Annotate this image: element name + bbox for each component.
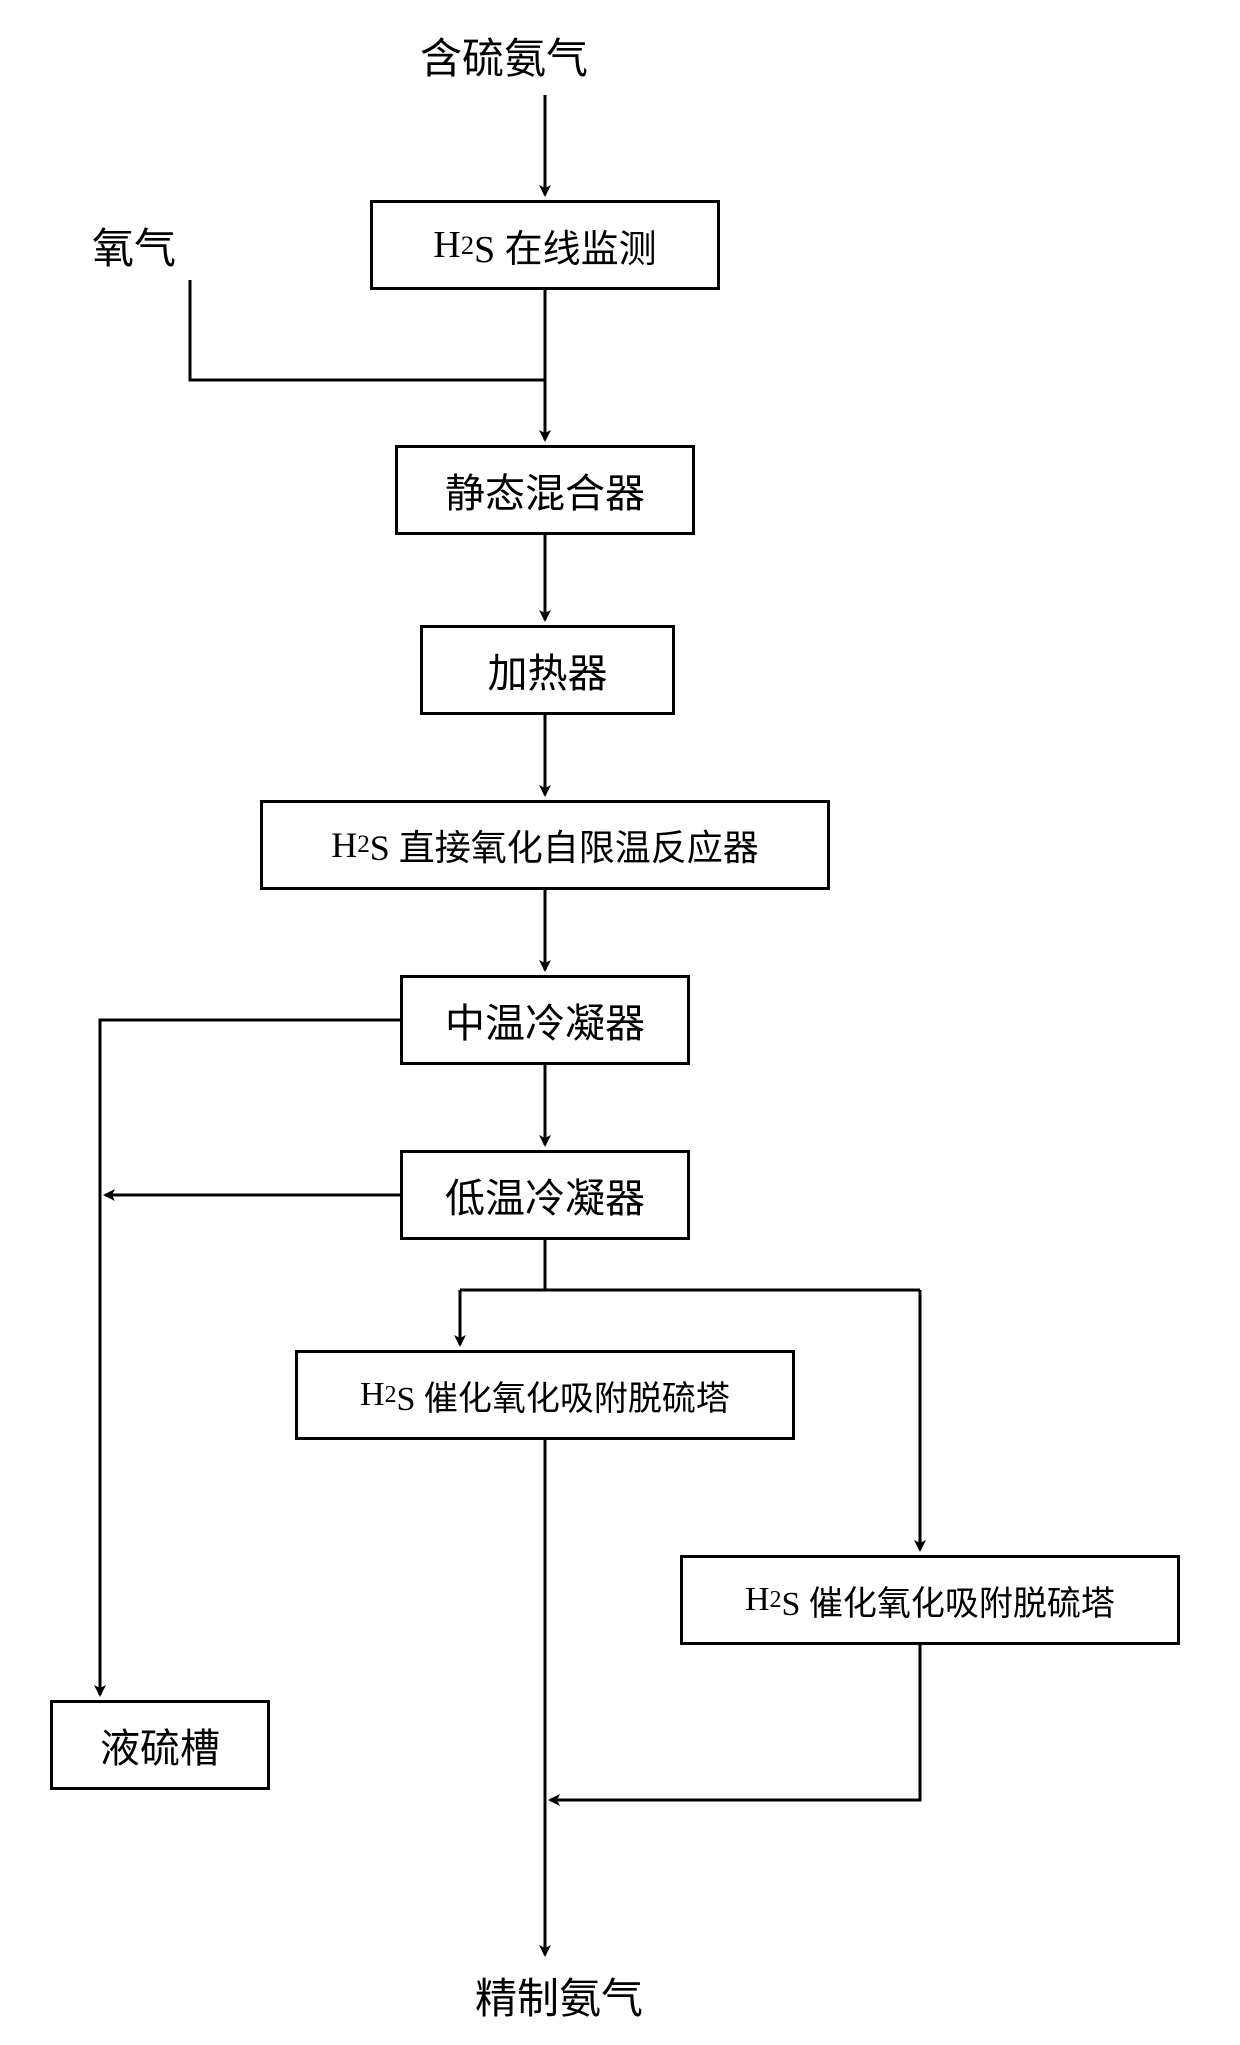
node-tower-2: H2S 催化氧化吸附脱硫塔 [680,1555,1180,1645]
node-monitor: H2S 在线监测 [370,200,720,290]
label-oxygen: 氧气 [92,215,176,276]
label-output-bottom: 精制氨气 [475,1965,643,2026]
node-heater: 加热器 [420,625,675,715]
node-low-condenser: 低温冷凝器 [400,1150,690,1240]
node-mixer: 静态混合器 [395,445,695,535]
edge-oxygen-join [190,280,545,380]
node-mid-condenser: 中温冷凝器 [400,975,690,1065]
label-input-top: 含硫氨气 [420,25,588,86]
flowchart-container: 含硫氨气 氧气 精制氨气 H2S 在线监测 静态混合器 加热器 H2S 直接氧化… [0,0,1240,2045]
node-reactor: H2S 直接氧化自限温反应器 [260,800,830,890]
node-sulfur-tank: 液硫槽 [50,1700,270,1790]
edge-tower2-join [550,1645,920,1800]
node-tower-1: H2S 催化氧化吸附脱硫塔 [295,1350,795,1440]
